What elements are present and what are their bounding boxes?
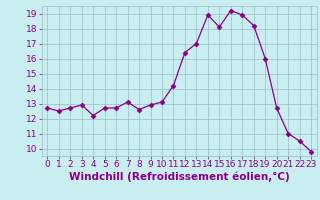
X-axis label: Windchill (Refroidissement éolien,°C): Windchill (Refroidissement éolien,°C) xyxy=(69,172,290,182)
